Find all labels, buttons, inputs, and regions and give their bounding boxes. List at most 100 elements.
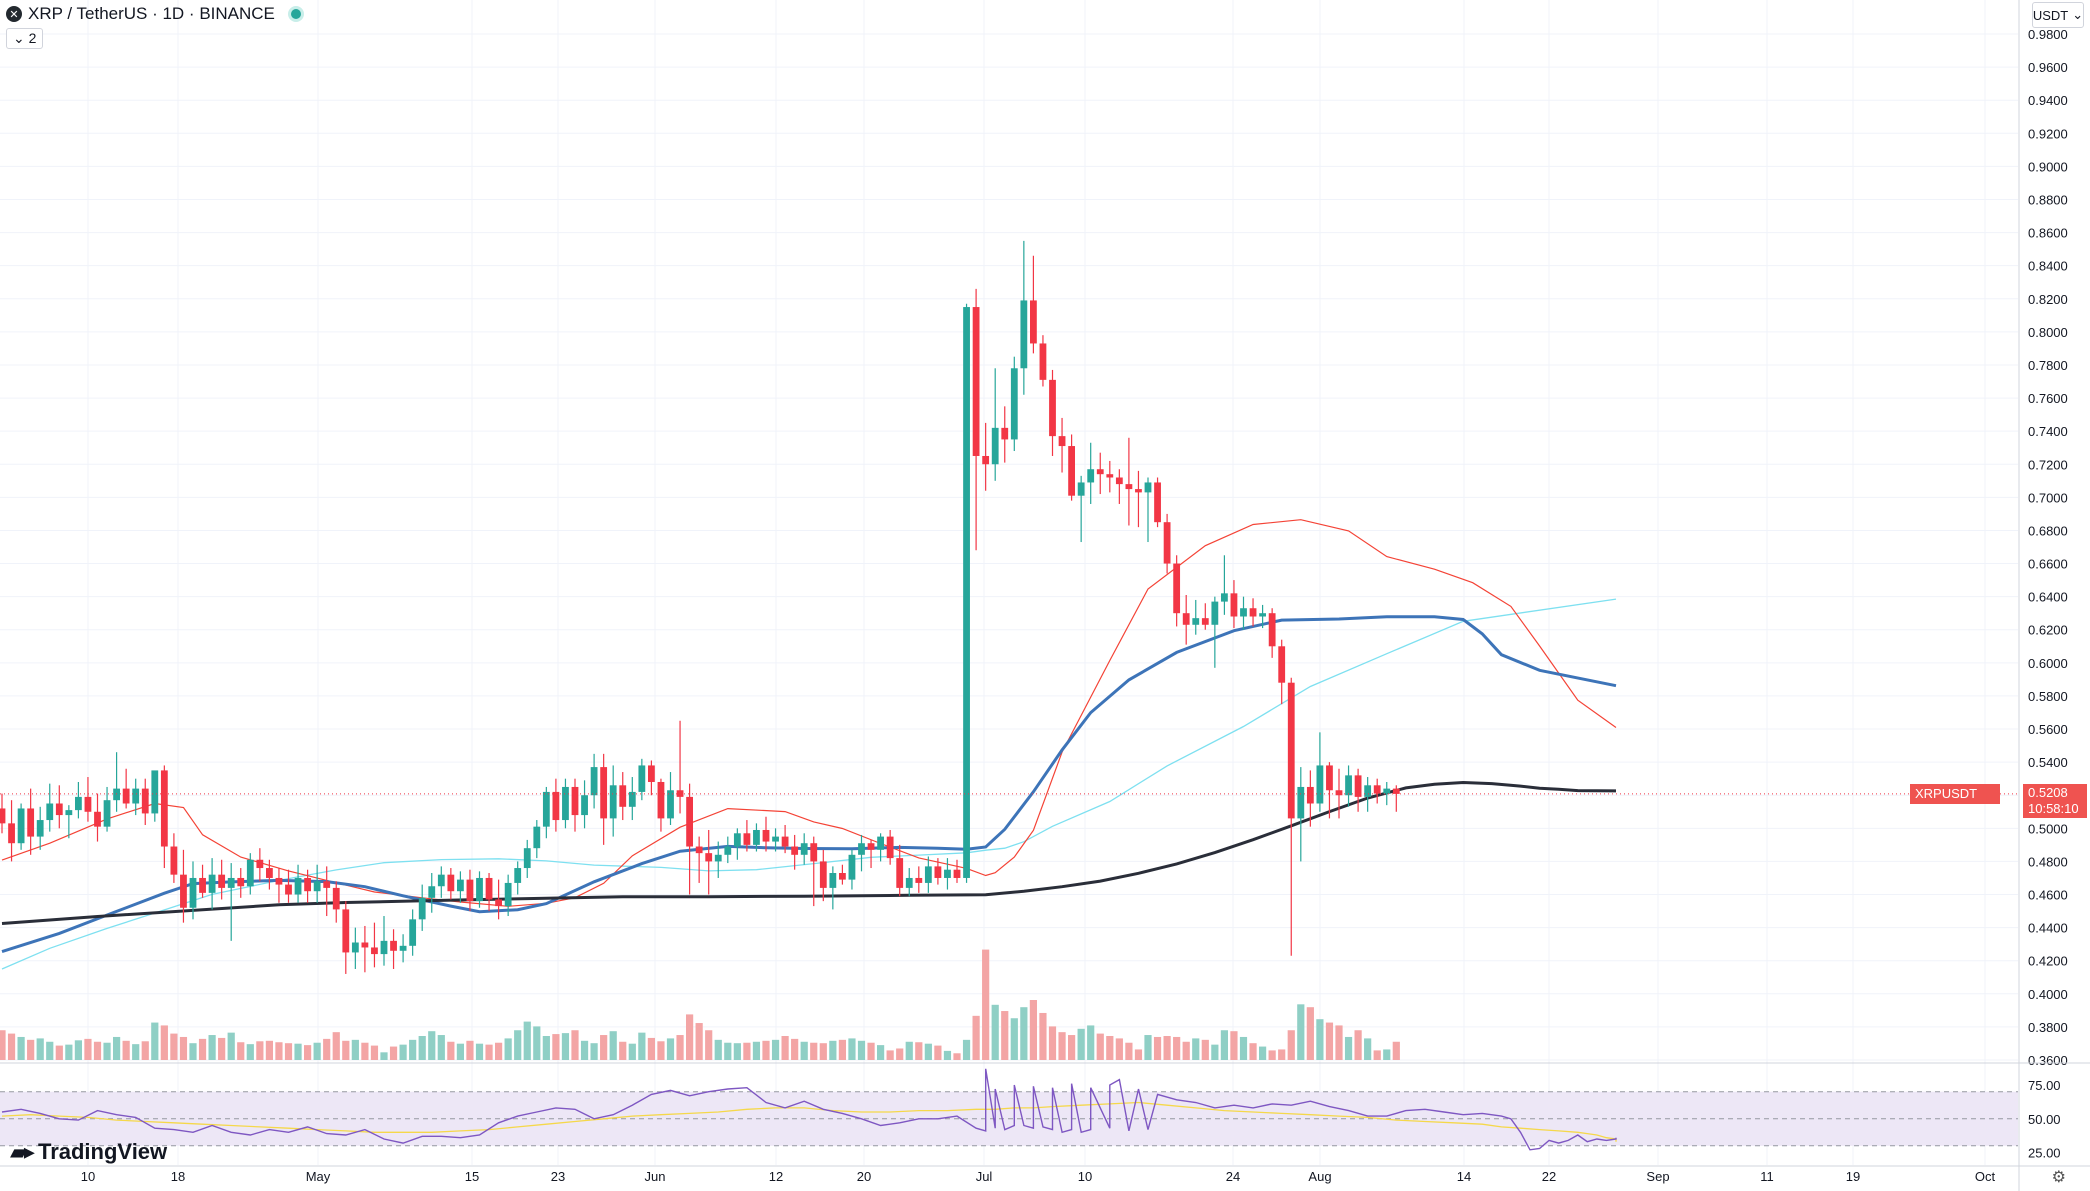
candle xyxy=(466,869,474,912)
candle xyxy=(1182,594,1190,645)
volume-bar xyxy=(1211,1044,1219,1060)
candle-body xyxy=(1335,790,1343,796)
volume-bar xyxy=(1163,1036,1171,1060)
volume-bar xyxy=(313,1042,321,1060)
price-tick-label: 0.4200 xyxy=(2028,954,2068,969)
volume-bar xyxy=(370,1045,379,1060)
candle-body xyxy=(256,859,264,869)
candle xyxy=(84,777,92,822)
volume-bar xyxy=(227,1032,235,1060)
candle xyxy=(600,753,608,845)
symbol-title[interactable]: XRP / TetherUS · 1D · BINANCE xyxy=(28,4,275,23)
candle xyxy=(1306,770,1314,827)
market-open-status-icon xyxy=(290,9,301,19)
volume-bar xyxy=(170,1033,178,1060)
candle xyxy=(457,871,464,903)
time-tick-label: Aug xyxy=(1308,1169,1331,1184)
volume-bar xyxy=(198,1038,207,1060)
candle xyxy=(762,816,770,852)
volume-bar xyxy=(256,1041,264,1060)
candle-body xyxy=(180,874,187,908)
candle xyxy=(1077,475,1085,543)
candle xyxy=(1020,240,1028,395)
candle xyxy=(724,836,732,864)
candle xyxy=(1173,555,1181,627)
volume-bar xyxy=(1297,1004,1305,1060)
candle xyxy=(523,839,531,878)
price-tick-label: 0.6600 xyxy=(2028,557,2068,572)
candle-body xyxy=(189,877,197,908)
candle xyxy=(294,864,302,903)
volume-bar xyxy=(686,1014,694,1060)
candle-body xyxy=(1096,469,1104,475)
volume-bar xyxy=(1058,1032,1066,1060)
candle-body xyxy=(1306,786,1314,804)
candle-body xyxy=(886,836,894,859)
candle xyxy=(743,820,751,852)
candle xyxy=(218,859,226,900)
volume-bar xyxy=(838,1039,846,1060)
indicators-toggle-button[interactable]: ⌄ 2 xyxy=(6,28,44,49)
volume-bar xyxy=(1268,1050,1276,1060)
volume-bar xyxy=(905,1041,913,1060)
candle-body xyxy=(619,785,627,807)
volume-bar xyxy=(7,1033,16,1060)
candle-body xyxy=(1326,765,1333,791)
candle xyxy=(619,772,627,821)
volume-bar xyxy=(332,1032,340,1060)
volume-bar xyxy=(151,1022,159,1060)
candle-body xyxy=(17,808,25,844)
candle-body xyxy=(648,765,655,782)
volume-bar xyxy=(953,1053,961,1060)
time-tick-label: Oct xyxy=(1975,1169,1996,1184)
time-tick-label: May xyxy=(306,1169,331,1184)
candle-body xyxy=(1373,785,1381,794)
volume-bar xyxy=(1153,1036,1162,1060)
currency-select[interactable]: USDT ⌄ xyxy=(2032,2,2084,28)
candle xyxy=(562,778,569,829)
candle xyxy=(1211,596,1219,668)
candle-body xyxy=(1030,300,1037,344)
candle-body xyxy=(953,869,961,878)
price-tick-label: 0.8200 xyxy=(2028,292,2068,307)
volume-bar xyxy=(695,1023,703,1060)
volume-bar xyxy=(17,1036,25,1060)
volume-bar xyxy=(877,1045,885,1060)
candle-body xyxy=(1173,563,1181,614)
chart-header: ✕ XRP / TetherUS · 1D · BINANCE xyxy=(6,4,301,24)
candle xyxy=(285,869,292,903)
candle xyxy=(1249,598,1257,627)
rsi-line xyxy=(1,1068,1617,1151)
chart-settings-button[interactable]: ⚙ xyxy=(2052,1167,2066,1187)
candle xyxy=(781,825,789,854)
candle xyxy=(485,873,493,912)
candle-body xyxy=(581,795,588,816)
volume-bar xyxy=(351,1039,359,1060)
volume-bar xyxy=(848,1038,856,1060)
candle-body xyxy=(418,897,426,920)
volume-bar xyxy=(103,1042,111,1060)
volume-bar xyxy=(113,1036,121,1060)
time-tick-label: 14 xyxy=(1457,1169,1471,1184)
volume-bar xyxy=(141,1041,149,1060)
time-tick-label: 23 xyxy=(551,1169,565,1184)
rsi-ma-line xyxy=(1,1101,1617,1142)
candle-body xyxy=(476,877,483,902)
candle xyxy=(266,859,273,890)
volume-bar xyxy=(46,1041,54,1060)
price-tick-label: 0.8600 xyxy=(2028,226,2068,241)
candle-body xyxy=(1077,482,1085,496)
candle-body xyxy=(533,826,541,849)
candle xyxy=(399,934,407,963)
candle-body xyxy=(934,866,942,878)
volume-bar xyxy=(1039,1012,1047,1060)
symbol-tag-label: XRPUSDT xyxy=(1915,785,1978,801)
candle-body xyxy=(896,858,904,888)
candle xyxy=(1364,777,1372,812)
time-tick-label: 10 xyxy=(81,1169,95,1184)
volume-bar xyxy=(1048,1026,1057,1060)
candle-body xyxy=(924,866,932,883)
volume-bar xyxy=(36,1038,44,1060)
